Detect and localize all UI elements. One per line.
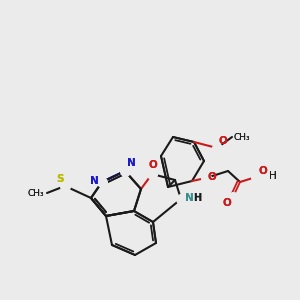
Text: H: H [194, 194, 202, 203]
Text: CH₃: CH₃ [28, 188, 45, 197]
Text: N: N [127, 158, 135, 168]
Text: O: O [218, 136, 227, 146]
Text: O: O [148, 160, 157, 170]
Text: CH₃: CH₃ [233, 133, 250, 142]
Text: S: S [56, 175, 64, 184]
Text: H: H [268, 171, 276, 182]
Text: N: N [185, 193, 194, 202]
Text: O: O [208, 172, 216, 182]
Text: O: O [258, 166, 267, 176]
Text: N: N [90, 176, 98, 185]
Text: N: N [185, 193, 194, 202]
Text: O: O [223, 199, 232, 208]
Text: O: O [223, 199, 232, 208]
Text: O: O [258, 166, 267, 176]
Text: N: N [127, 158, 135, 168]
Text: O: O [218, 136, 227, 146]
Text: N: N [90, 176, 98, 185]
Text: O: O [208, 172, 216, 182]
Text: H: H [268, 171, 276, 182]
Text: H: H [194, 194, 202, 203]
Text: S: S [56, 175, 64, 184]
Text: CH₃: CH₃ [28, 188, 45, 197]
Text: CH₃: CH₃ [233, 133, 250, 142]
Text: O: O [148, 160, 157, 170]
